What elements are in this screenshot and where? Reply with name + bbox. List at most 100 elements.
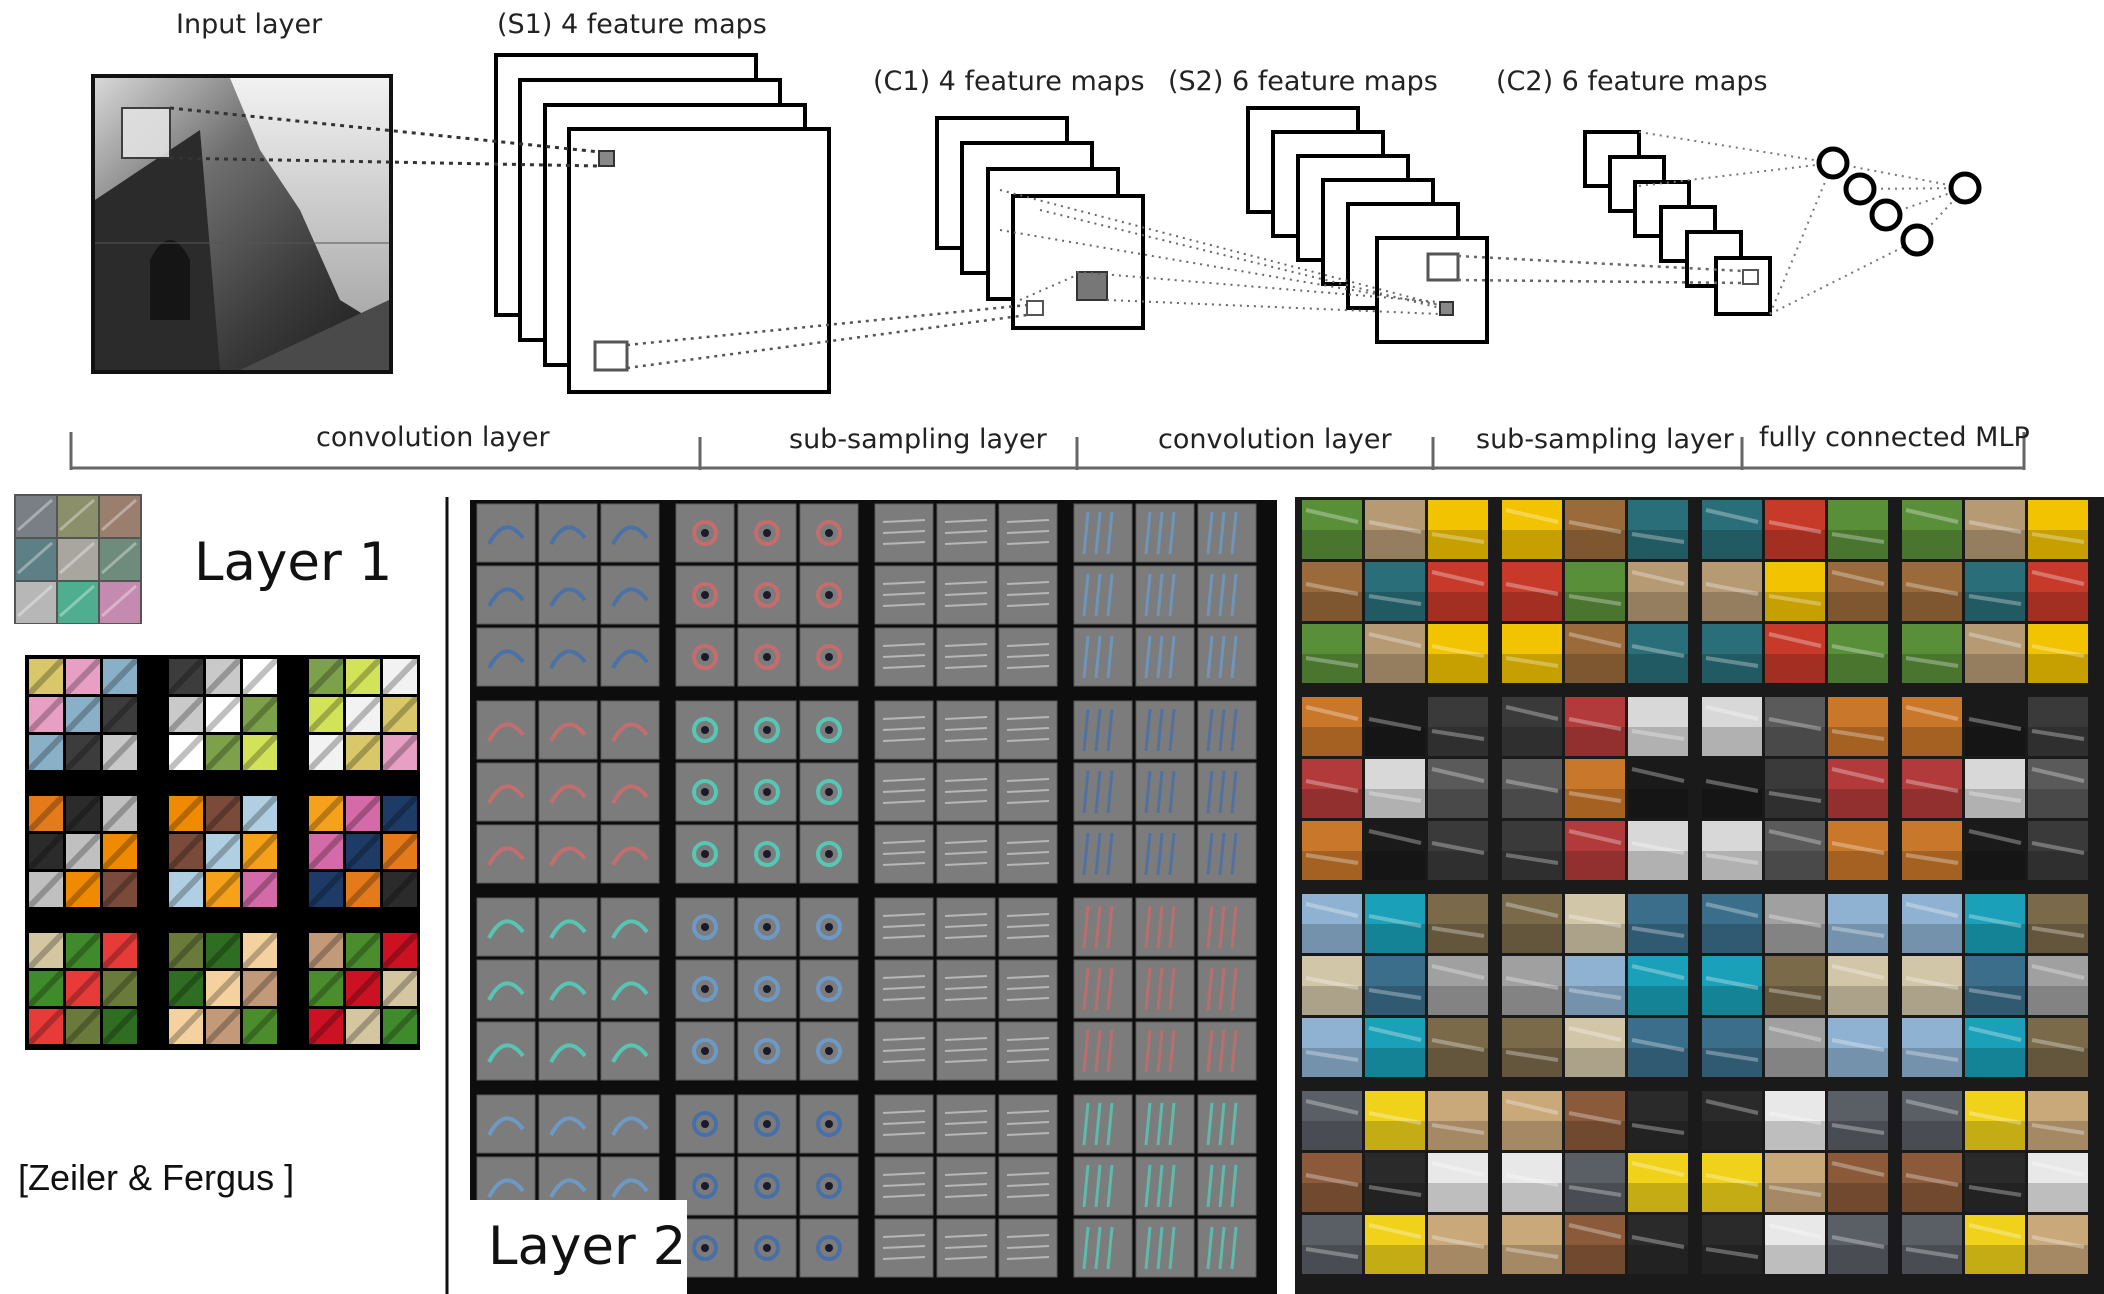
layer3-patch xyxy=(1765,759,1825,818)
layer1-tile xyxy=(169,933,203,968)
layer3-patch xyxy=(1365,1215,1425,1274)
layer3-patch xyxy=(1565,562,1625,621)
layer-type-brackets xyxy=(69,432,2026,470)
layer1-tile xyxy=(29,933,63,968)
layer1-tile xyxy=(29,1009,63,1044)
layer2-tile xyxy=(538,762,598,822)
layer1-tile xyxy=(346,971,380,1006)
layer3-patch xyxy=(1502,1153,1562,1212)
layer3-patch xyxy=(1302,1091,1362,1150)
layer3-patch xyxy=(1502,562,1562,621)
layer1-tile xyxy=(383,735,417,770)
layer2-tile xyxy=(737,700,797,760)
layer3-patch xyxy=(1965,562,2025,621)
s2-label: (S2) 6 feature maps xyxy=(1168,66,1438,97)
layer3-patch xyxy=(1565,624,1625,683)
layer3-patch xyxy=(1365,1153,1425,1212)
layer2-tile xyxy=(476,627,536,687)
layer1-patch xyxy=(58,539,98,580)
layer3-patch xyxy=(1365,1018,1425,1077)
layer1-tile xyxy=(169,697,203,732)
layer1-tile xyxy=(103,872,137,907)
layer3-patch xyxy=(1628,956,1688,1015)
layer1-tile xyxy=(66,971,100,1006)
layer3-patch xyxy=(1565,697,1625,756)
layer3-patch xyxy=(1502,759,1562,818)
layer3-patch xyxy=(1365,894,1425,953)
layer3-patch xyxy=(1502,821,1562,880)
layer3-patch xyxy=(1502,697,1562,756)
layer1-tile xyxy=(243,735,277,770)
layer2-tile xyxy=(476,959,536,1019)
layer1-tile xyxy=(346,796,380,831)
layer1-tile xyxy=(206,933,240,968)
bracket-label-convolution-2: convolution layer xyxy=(1158,424,1393,455)
layer3-patch xyxy=(1702,956,1762,1015)
layer3-patch xyxy=(1828,1018,1888,1077)
layer3-patch xyxy=(1902,821,1962,880)
layer3-patch xyxy=(1365,697,1425,756)
layer2-tile xyxy=(538,565,598,625)
bracket-label-subsampling-2: sub-sampling layer xyxy=(1476,424,1735,455)
layer1-tile xyxy=(66,697,100,732)
layer2-tile xyxy=(538,627,598,687)
layer3-patch xyxy=(2028,562,2088,621)
layer1-tile xyxy=(66,796,100,831)
layer3-patch xyxy=(2028,956,2088,1015)
layer3-patch xyxy=(1765,624,1825,683)
layer1-activation-grid xyxy=(25,655,420,1050)
bracket-label-subsampling-1: sub-sampling layer xyxy=(789,424,1048,455)
layer3-patch xyxy=(1702,1091,1762,1150)
layer1-panel: Layer 1 [Zeiler & Fergus ] xyxy=(14,494,420,1198)
layer3-patch xyxy=(1428,894,1488,953)
layer3-patch xyxy=(1565,1018,1625,1077)
layer3-patch xyxy=(1365,821,1425,880)
layer1-tile xyxy=(346,933,380,968)
layer2-filter-grid xyxy=(476,503,1257,1278)
layer3-patch xyxy=(1765,1153,1825,1212)
layer1-tile xyxy=(206,796,240,831)
layer3-patch xyxy=(1702,1018,1762,1077)
layer1-tile xyxy=(383,1009,417,1044)
layer3-patch xyxy=(1565,956,1625,1015)
layer3-patch xyxy=(1828,956,1888,1015)
layer2-tile xyxy=(1073,1021,1133,1081)
layer2-tile xyxy=(600,959,660,1019)
layer1-tile xyxy=(206,659,240,694)
layer1-tile xyxy=(169,796,203,831)
layer3-patch xyxy=(1428,1153,1488,1212)
layer3-patch xyxy=(1965,500,2025,559)
layer3-patch xyxy=(1428,624,1488,683)
layer3-patch xyxy=(1965,759,2025,818)
layer3-patch xyxy=(1428,500,1488,559)
layer3-patch xyxy=(1302,562,1362,621)
layer2-tile xyxy=(600,762,660,822)
layer2-tile xyxy=(476,897,536,957)
layer2-tile xyxy=(476,762,536,822)
layer3-patch xyxy=(1628,624,1688,683)
layer3-patch xyxy=(1565,1215,1625,1274)
layer3-patch xyxy=(1628,1215,1688,1274)
layer2-tile xyxy=(600,700,660,760)
layer3-patch xyxy=(2028,1153,2088,1212)
layer3-patch xyxy=(1565,821,1625,880)
layer3-patch xyxy=(2028,894,2088,953)
layer1-tile xyxy=(29,796,63,831)
layer1-tile xyxy=(243,796,277,831)
layer2-tile xyxy=(600,627,660,687)
c2-feature-maps xyxy=(1583,130,1772,316)
s1-to-c1-connections xyxy=(626,303,1028,370)
layer3-patch xyxy=(1565,1091,1625,1150)
layer3-patch xyxy=(1702,759,1762,818)
layer1-patch xyxy=(16,539,56,580)
layer3-patch xyxy=(1965,697,2025,756)
layer3-patch xyxy=(1628,697,1688,756)
layer2-tile xyxy=(600,1021,660,1081)
layer1-tile xyxy=(243,697,277,732)
layer2-tile xyxy=(600,824,660,884)
layer3-patch xyxy=(1628,894,1688,953)
input-to-s1-connections xyxy=(169,106,601,168)
layer1-tile xyxy=(346,659,380,694)
layer3-patch xyxy=(1828,821,1888,880)
layer1-tile xyxy=(29,735,63,770)
